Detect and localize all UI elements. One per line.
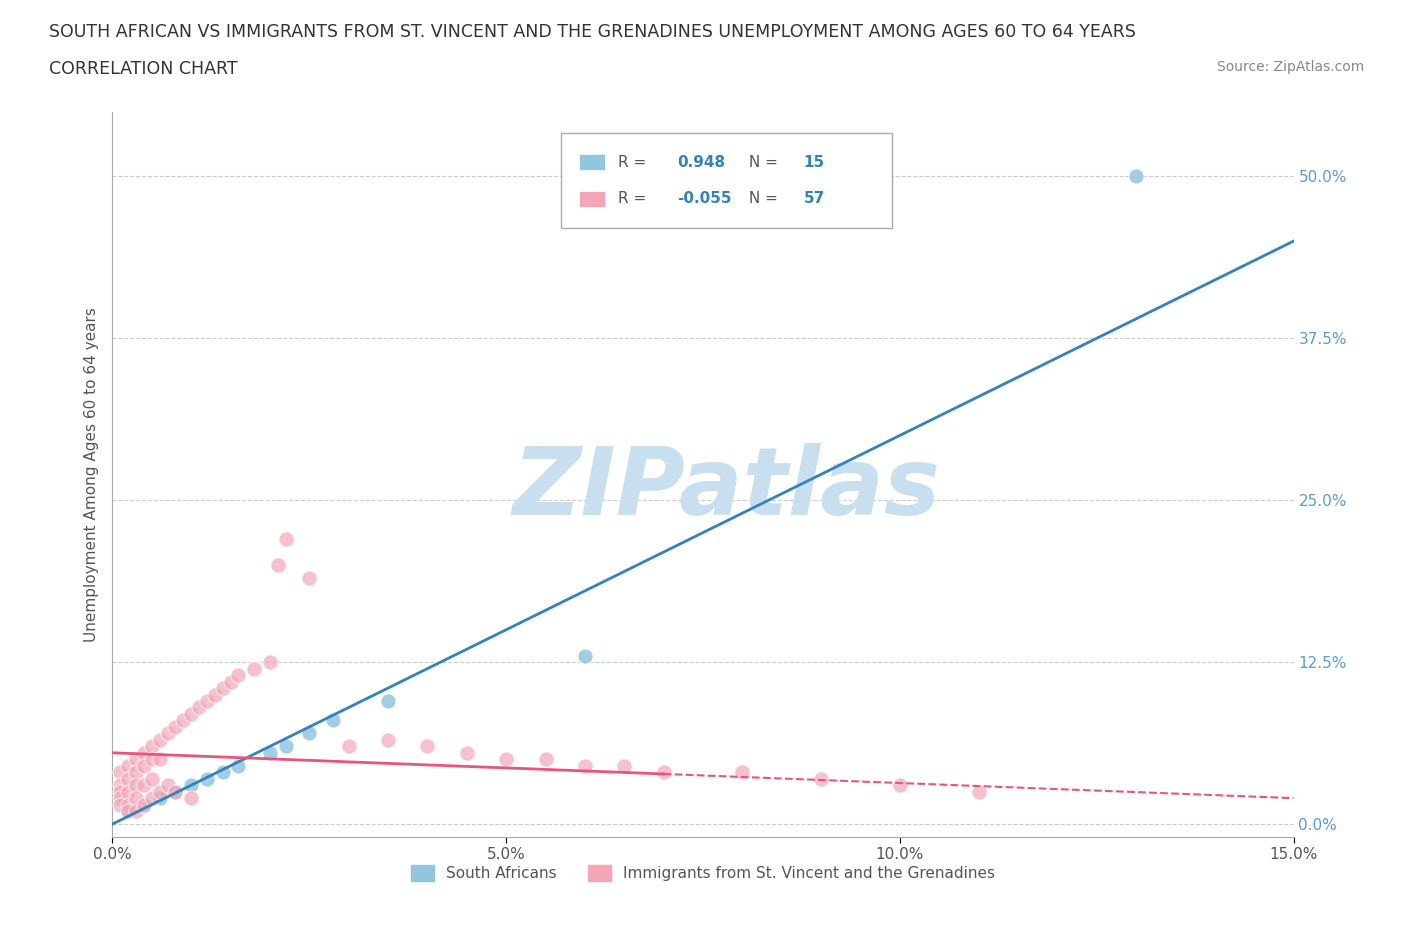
Point <box>110 764 132 779</box>
Point <box>574 758 596 773</box>
Point <box>298 726 321 741</box>
Point <box>165 784 187 799</box>
Y-axis label: Unemployment Among Ages 60 to 64 years: Unemployment Among Ages 60 to 64 years <box>83 307 98 642</box>
Point <box>165 784 187 799</box>
Point <box>156 777 179 792</box>
Point <box>652 764 675 779</box>
Point <box>574 648 596 663</box>
Point <box>731 764 754 779</box>
Point <box>110 797 132 812</box>
Text: N =: N = <box>744 192 783 206</box>
Text: CORRELATION CHART: CORRELATION CHART <box>49 60 238 78</box>
Point <box>534 751 557 766</box>
Text: R =: R = <box>619 155 651 170</box>
Point <box>180 790 202 805</box>
Point <box>810 771 832 786</box>
Point <box>117 758 139 773</box>
Point <box>188 700 211 715</box>
Point <box>117 804 139 818</box>
Point <box>110 777 132 792</box>
Point <box>132 758 155 773</box>
Text: 57: 57 <box>803 192 825 206</box>
Point <box>337 738 360 753</box>
Bar <box>561 133 891 228</box>
Point <box>298 570 321 585</box>
Text: ZIPatlas: ZIPatlas <box>513 443 941 535</box>
Point <box>228 668 250 683</box>
Point <box>204 687 226 702</box>
Point <box>156 726 179 741</box>
Point <box>613 758 636 773</box>
Bar <box>579 191 605 206</box>
Point <box>110 784 132 799</box>
Point <box>149 790 172 805</box>
Text: SOUTH AFRICAN VS IMMIGRANTS FROM ST. VINCENT AND THE GRENADINES UNEMPLOYMENT AMO: SOUTH AFRICAN VS IMMIGRANTS FROM ST. VIN… <box>49 23 1136 41</box>
Bar <box>579 154 605 170</box>
Legend: South Africans, Immigrants from St. Vincent and the Grenadines: South Africans, Immigrants from St. Vinc… <box>405 859 1001 887</box>
Point <box>141 738 163 753</box>
Text: R =: R = <box>619 192 651 206</box>
Point <box>377 733 399 748</box>
Point <box>172 713 194 728</box>
Point <box>1125 169 1147 184</box>
Point <box>211 764 233 779</box>
Point <box>117 804 139 818</box>
Point <box>180 707 202 722</box>
Text: -0.055: -0.055 <box>678 192 731 206</box>
Point <box>416 738 439 753</box>
Point <box>149 784 172 799</box>
Point <box>243 661 266 676</box>
Point <box>211 681 233 696</box>
Point <box>141 771 163 786</box>
Text: 15: 15 <box>803 155 824 170</box>
Point <box>125 804 148 818</box>
Point <box>125 790 148 805</box>
Point <box>125 764 148 779</box>
Point <box>267 558 290 573</box>
Point <box>219 674 242 689</box>
Point <box>149 751 172 766</box>
Point <box>125 751 148 766</box>
Point <box>141 751 163 766</box>
Text: 0.948: 0.948 <box>678 155 725 170</box>
Point <box>967 784 990 799</box>
Point <box>259 745 281 760</box>
Point <box>274 738 297 753</box>
Point <box>117 771 139 786</box>
Point <box>274 532 297 547</box>
Point <box>456 745 478 760</box>
Point <box>132 745 155 760</box>
Point <box>195 771 218 786</box>
Point <box>495 751 517 766</box>
Point <box>141 790 163 805</box>
Point <box>117 784 139 799</box>
Point <box>117 797 139 812</box>
Point <box>889 777 911 792</box>
Point <box>377 694 399 709</box>
Point <box>132 777 155 792</box>
Point <box>125 777 148 792</box>
Point <box>132 797 155 812</box>
Point <box>228 758 250 773</box>
Point <box>180 777 202 792</box>
Point <box>132 797 155 812</box>
Text: N =: N = <box>744 155 783 170</box>
Text: Source: ZipAtlas.com: Source: ZipAtlas.com <box>1216 60 1364 74</box>
Point <box>195 694 218 709</box>
Point <box>322 713 344 728</box>
Point <box>259 655 281 670</box>
Point <box>110 790 132 805</box>
Point <box>149 733 172 748</box>
Point <box>165 720 187 735</box>
